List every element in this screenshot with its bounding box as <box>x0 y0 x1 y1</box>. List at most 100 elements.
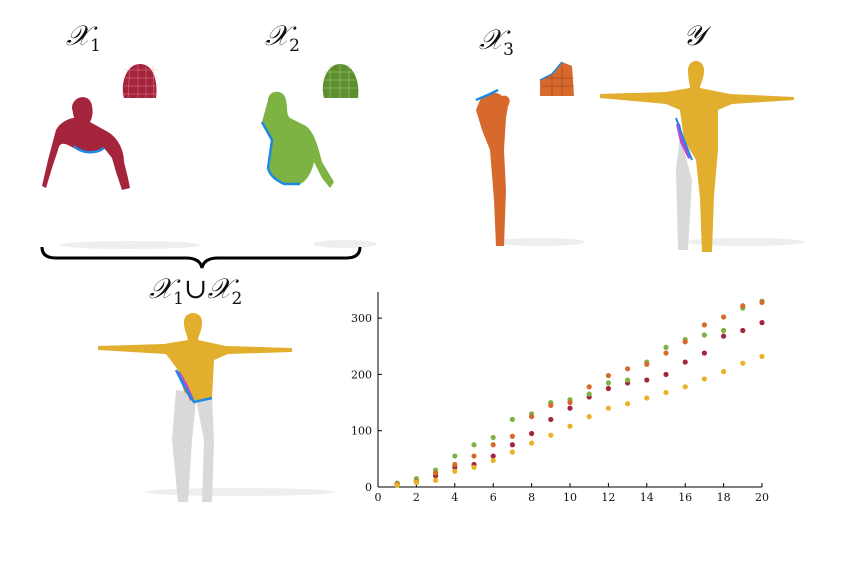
label-x2-symbol: 𝒳 <box>265 19 290 52</box>
label-x2: 𝒳2 <box>265 22 300 55</box>
chart-point-series-4 <box>740 360 746 366</box>
chart-x-ticks: 0 2 4 6 8 10 12 14 16 18 20 <box>375 483 769 504</box>
chart-point-series-4 <box>567 423 573 429</box>
chart-point-series-4 <box>644 395 650 401</box>
shape-x3 <box>475 60 585 247</box>
chart-x-tick-label: 16 <box>678 491 692 504</box>
chart-point-series-3 <box>586 384 592 390</box>
shape-x1 <box>42 62 200 249</box>
label-union: 𝒳1∪𝒳2 <box>149 275 242 308</box>
chart-x-tick-label: 4 <box>451 491 458 504</box>
chart-y-tick-label: 300 <box>351 312 372 325</box>
chart-point-series-1 <box>509 442 515 448</box>
chart-x-tick-label: 20 <box>755 491 769 504</box>
label-y-symbol: 𝒴 <box>683 19 705 52</box>
chart-point-series-3 <box>701 322 708 328</box>
chart-y-tick-label: 0 <box>365 481 372 494</box>
label-y: 𝒴 <box>683 22 705 50</box>
label-x1-symbol: 𝒳 <box>66 19 91 52</box>
label-x1-subscript: 1 <box>90 36 101 56</box>
label-x3-subscript: 3 <box>503 40 514 60</box>
chart-point-series-1 <box>490 453 496 459</box>
chart-point-series-4 <box>682 384 688 390</box>
chart-point-series-1 <box>644 377 650 383</box>
chart-point-series-2 <box>701 332 708 338</box>
brace <box>40 246 362 269</box>
chart-point-series-4 <box>509 449 515 455</box>
chart-point-series-4 <box>663 389 669 396</box>
label-x1: 𝒳1 <box>66 22 101 55</box>
chart-x-tick-label: 14 <box>640 491 654 504</box>
chart-point-series-3 <box>605 372 612 379</box>
chart-point-series-2 <box>586 391 592 397</box>
chart-point-series-2 <box>721 327 727 334</box>
chart-point-series-3 <box>682 339 688 345</box>
chart-x-tick-label: 2 <box>413 491 420 504</box>
chart-point-series-1 <box>701 350 708 356</box>
chart-point-series-1 <box>567 405 573 411</box>
chart-point-series-4 <box>701 376 708 382</box>
shape-x2 <box>260 62 377 248</box>
chart-y-tick-label: 100 <box>351 425 372 438</box>
chart-point-series-1 <box>682 359 688 365</box>
label-x2-subscript: 2 <box>289 36 300 56</box>
chart-x-tick-label: 18 <box>717 491 731 504</box>
chart-point-series-4 <box>759 353 765 360</box>
chart-point-series-3 <box>490 442 496 448</box>
chart-point-series-1 <box>740 327 746 334</box>
chart-point-series-3 <box>721 314 727 320</box>
chart-point-series-1 <box>759 320 765 326</box>
chart-point-series-3 <box>509 433 515 439</box>
chart-x-tick-label: 12 <box>601 491 615 504</box>
chart-point-series-4 <box>586 414 592 420</box>
label-union-b: 𝒳 <box>207 272 232 305</box>
chart-point-series-3 <box>433 470 439 476</box>
chart-point-series-2 <box>663 344 669 351</box>
label-x3-symbol: 𝒳 <box>479 23 504 56</box>
chart-point-series-3 <box>625 366 631 372</box>
chart-point-series-4 <box>625 401 631 407</box>
label-x3: 𝒳3 <box>479 26 514 59</box>
shape-union <box>98 313 335 502</box>
chart-point-series-3 <box>471 453 477 459</box>
chart-point-series-3 <box>740 303 746 309</box>
chart-point-series-1 <box>548 416 554 423</box>
chart-x-tick-label: 10 <box>563 491 577 504</box>
chart-point-series-3 <box>644 361 650 367</box>
chart-y-tick-label: 200 <box>351 368 372 381</box>
chart-point-series-2 <box>490 434 496 441</box>
chart-point-series-4 <box>529 440 535 446</box>
chart-y-ticks: 0 100 200 300 <box>351 312 382 494</box>
chart-point-series-1 <box>663 371 669 378</box>
chart-point-series-2 <box>509 416 515 423</box>
chart-point-series-2 <box>471 442 477 448</box>
chart-point-series-4 <box>548 432 554 438</box>
chart-point-series-2 <box>625 377 631 383</box>
chart-point-series-4 <box>605 405 612 411</box>
chart-x-tick-label: 8 <box>528 491 535 504</box>
chart-x-tick-label: 6 <box>490 491 497 504</box>
label-union-a: 𝒳 <box>149 272 174 305</box>
chart-points <box>394 298 765 488</box>
shape-y <box>600 61 805 252</box>
chart-point-series-3 <box>759 299 765 305</box>
chart-point-series-1 <box>529 430 535 437</box>
chart-point-series-4 <box>413 479 419 486</box>
label-union-a-subscript: 1 <box>173 289 184 309</box>
chart-point-series-4 <box>490 457 496 464</box>
chart-point-series-4 <box>721 369 727 375</box>
chart-point-series-3 <box>567 399 573 406</box>
label-union-operator: ∪ <box>183 272 208 305</box>
chart-point-series-2 <box>452 453 458 459</box>
chart-point-series-2 <box>605 380 612 386</box>
chart-point-series-4 <box>394 482 400 488</box>
label-union-b-subscript: 2 <box>231 289 243 309</box>
chart-point-series-3 <box>663 350 669 356</box>
chart-point-series-4 <box>433 477 439 483</box>
chart-point-series-1 <box>605 385 612 392</box>
chart-point-series-3 <box>529 414 535 420</box>
chart-point-series-4 <box>471 464 477 470</box>
chart-x-tick-label: 0 <box>375 491 382 504</box>
